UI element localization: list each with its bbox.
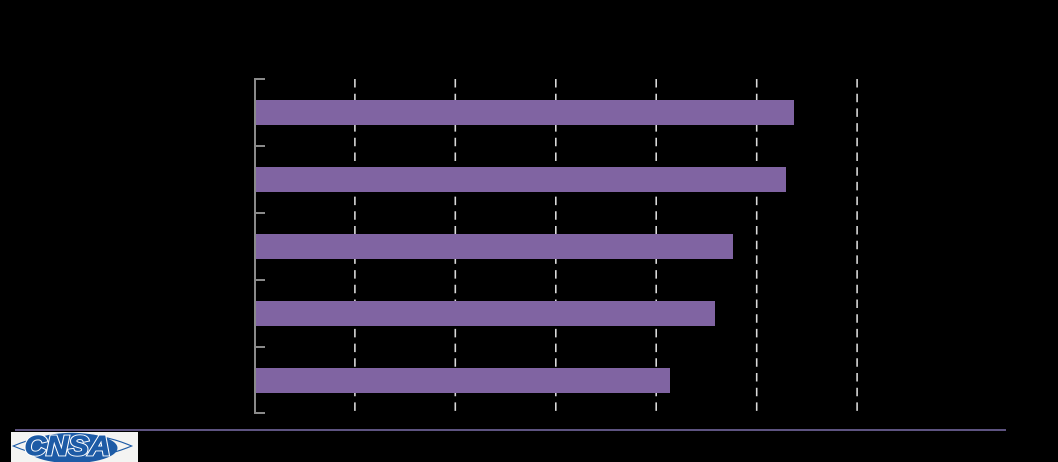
svg-text:CNSA: CNSA bbox=[25, 432, 111, 461]
svg-text:CNSA: CNSA bbox=[25, 432, 111, 461]
